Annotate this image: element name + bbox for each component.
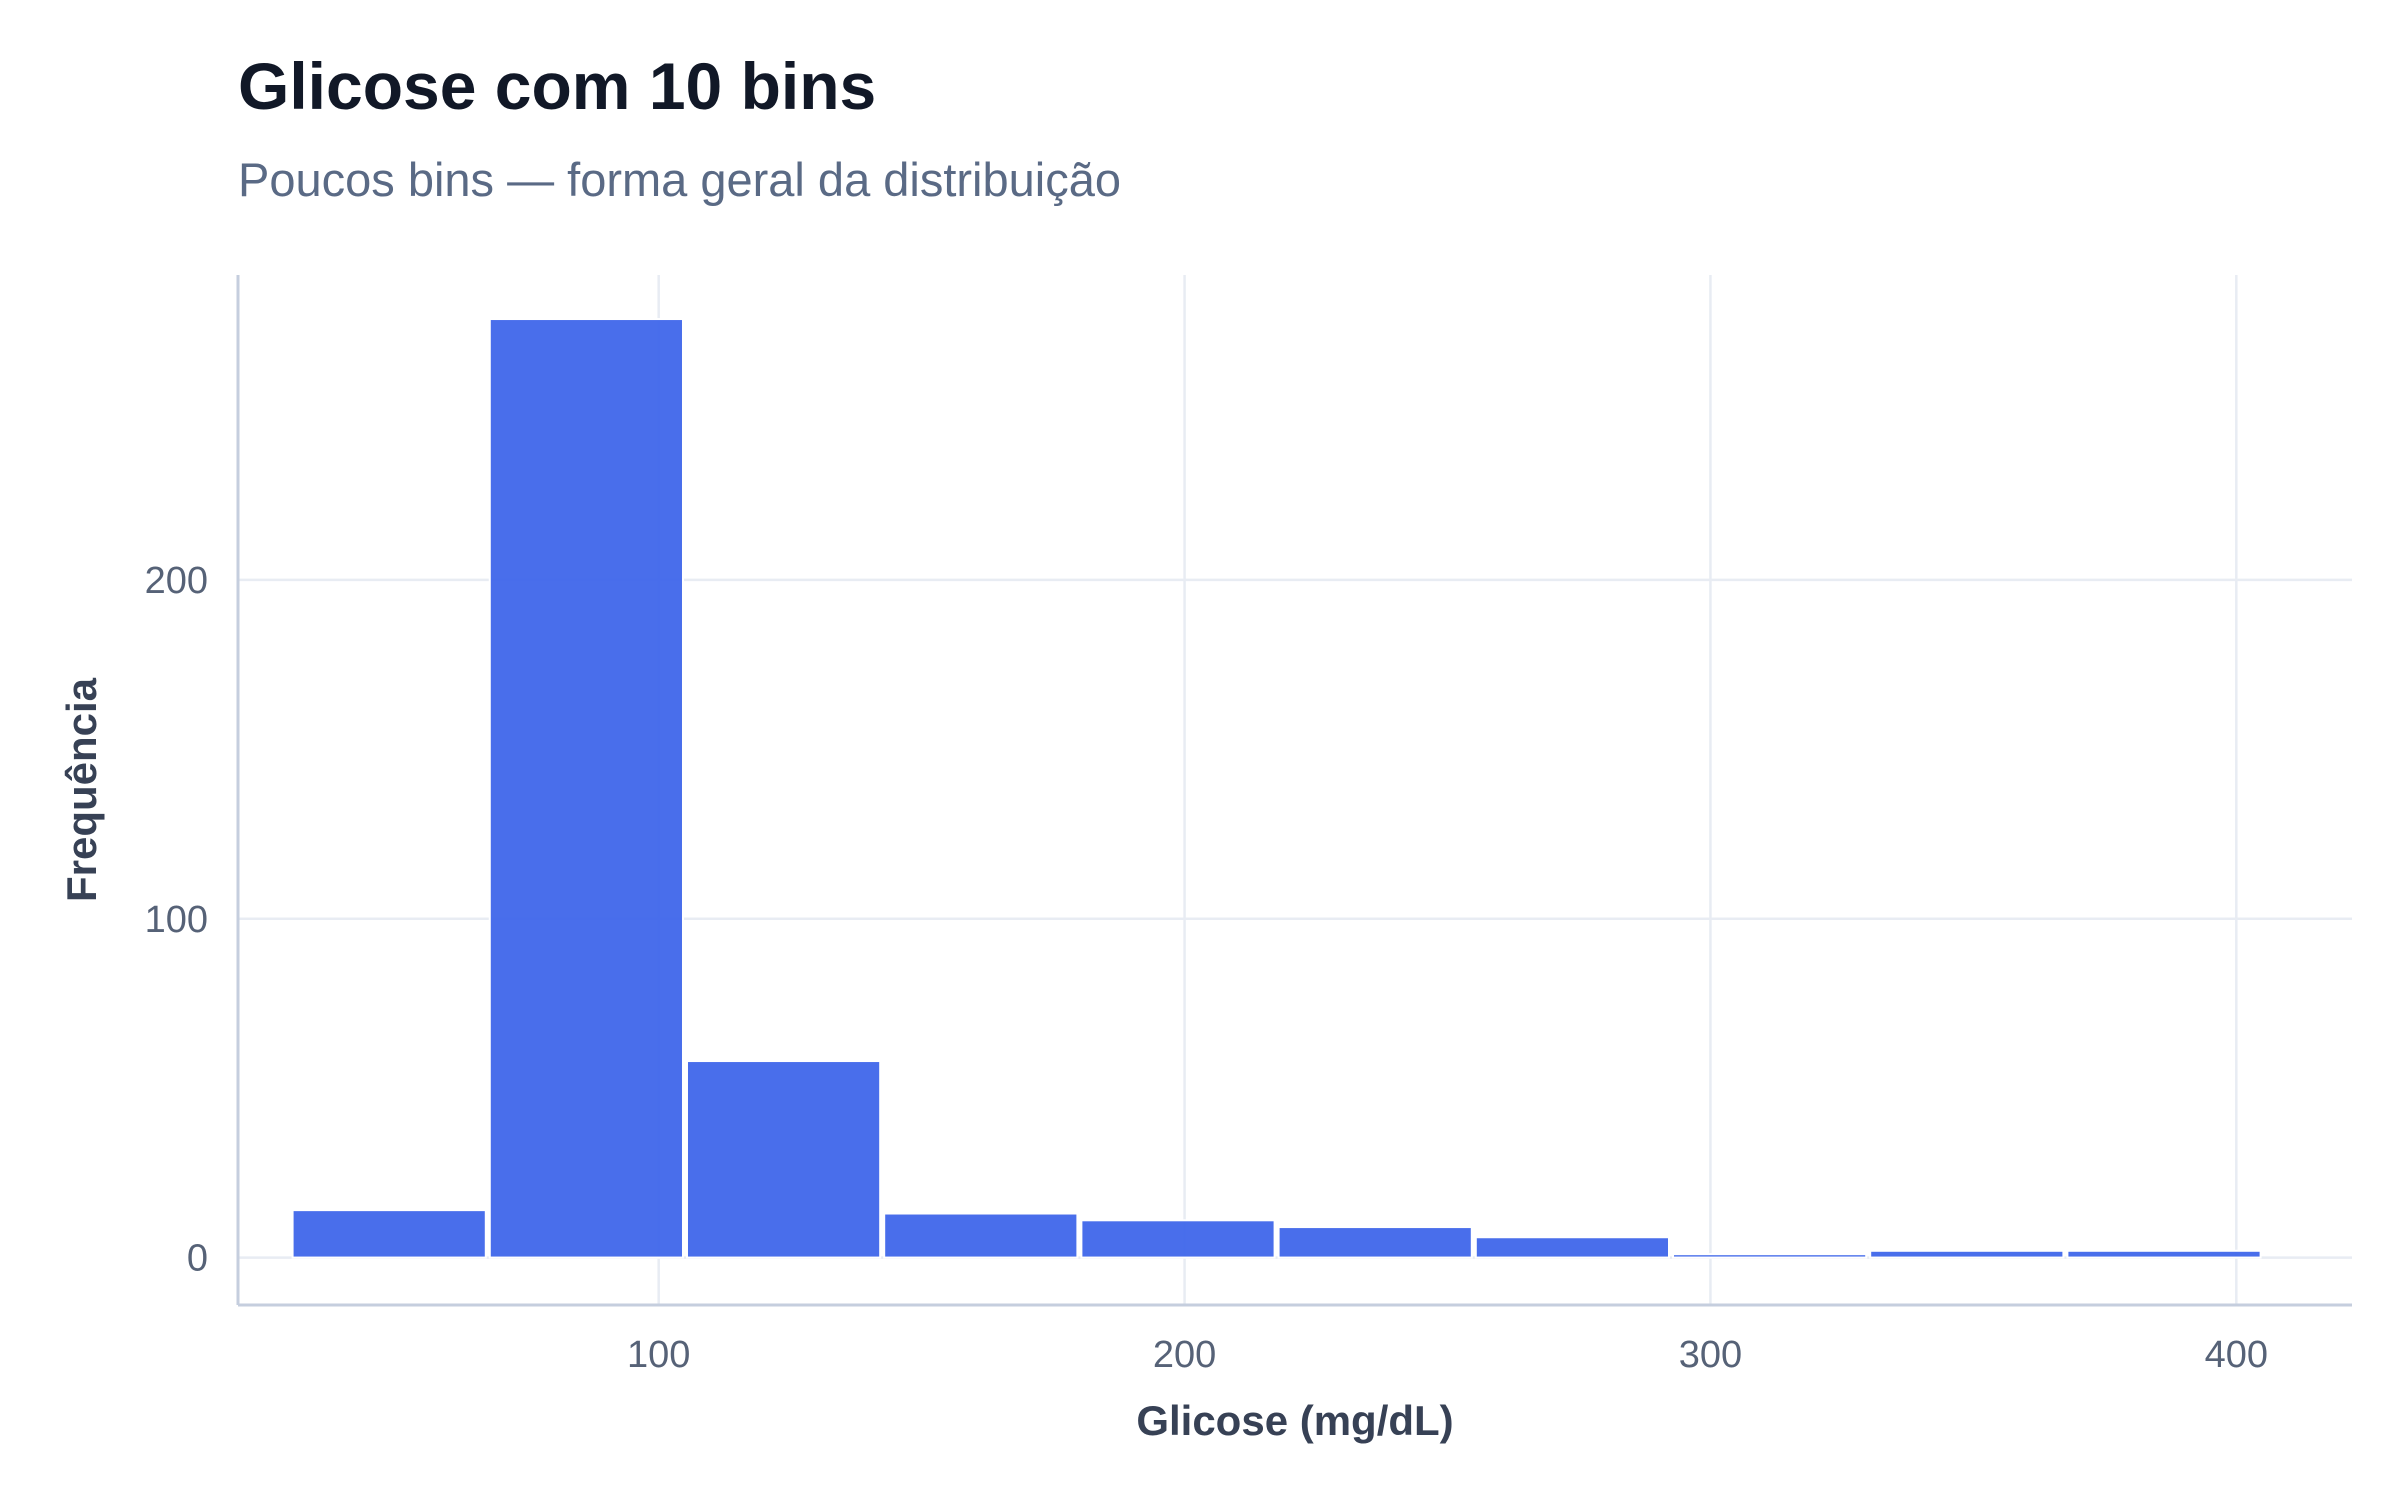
histogram-bar bbox=[685, 1060, 882, 1259]
histogram-bar bbox=[1671, 1253, 1868, 1259]
axes bbox=[236, 275, 2352, 1307]
histogram-bar bbox=[1277, 1226, 1473, 1259]
histogram-bars bbox=[291, 318, 2262, 1259]
x-tick-label: 200 bbox=[1153, 1334, 1216, 1376]
histogram-bar bbox=[1080, 1219, 1276, 1259]
x-axis-title: Glicose (mg/dL) bbox=[1136, 1397, 1453, 1444]
y-tick-label: 200 bbox=[145, 560, 208, 602]
x-tick-label: 400 bbox=[2205, 1334, 2268, 1376]
tick-labels: 100 200 300 400 0 100 200 bbox=[145, 560, 2268, 1376]
histogram-bar bbox=[883, 1212, 1079, 1259]
chart-title: Glicose com 10 bins bbox=[238, 49, 877, 123]
y-axis-title: Frequência bbox=[58, 677, 105, 902]
histogram-bar bbox=[1474, 1236, 1670, 1259]
y-tick-label: 0 bbox=[187, 1238, 208, 1280]
histogram-bar bbox=[291, 1209, 487, 1259]
chart-subtitle: Poucos bins — forma geral da distribuiçã… bbox=[238, 153, 1121, 206]
x-tick-label: 300 bbox=[1679, 1334, 1742, 1376]
histogram-bar bbox=[1869, 1249, 2065, 1259]
histogram-bar bbox=[488, 318, 684, 1259]
y-tick-label: 100 bbox=[145, 899, 208, 941]
x-tick-label: 100 bbox=[627, 1334, 690, 1376]
histogram-bar bbox=[2066, 1249, 2262, 1259]
